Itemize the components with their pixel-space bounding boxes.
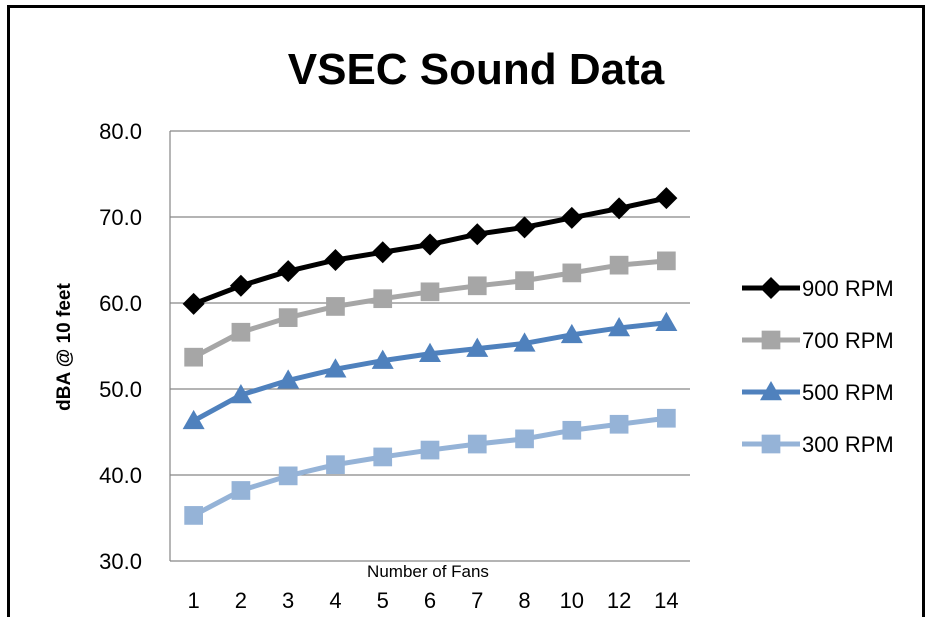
legend-item: 900 RPM <box>742 276 894 301</box>
data-point <box>761 330 781 350</box>
x-tick-label: 12 <box>607 588 631 613</box>
data-point <box>278 308 298 327</box>
data-point <box>229 274 252 297</box>
data-point <box>420 440 440 460</box>
data-point <box>513 216 536 239</box>
legend-label: 300 RPM <box>802 432 894 457</box>
y-tick-label: 40.0 <box>99 463 142 488</box>
data-point <box>229 384 252 404</box>
series-group <box>182 187 678 525</box>
data-point <box>655 187 678 210</box>
data-point <box>182 409 205 430</box>
data-point <box>182 292 205 315</box>
x-tick-label: 4 <box>329 588 341 613</box>
data-point <box>515 429 534 449</box>
series-900-rpm <box>182 187 678 315</box>
data-point <box>231 322 251 342</box>
data-point <box>371 241 394 264</box>
x-tick-label: 2 <box>235 588 247 613</box>
data-point <box>562 263 582 283</box>
data-point <box>760 381 782 401</box>
y-tick-label: 30.0 <box>99 549 142 574</box>
x-tick-label: 14 <box>654 588 678 613</box>
data-point <box>467 276 487 296</box>
data-point <box>371 349 394 369</box>
y-tick-labels: 30.0 40.0 50.0 60.0 70.0 80.0 <box>99 119 142 574</box>
data-point <box>184 347 203 367</box>
y-tick-label: 70.0 <box>99 205 142 230</box>
x-tick-label: 5 <box>377 588 389 613</box>
x-tick-label: 1 <box>188 588 200 613</box>
y-tick-label: 80.0 <box>99 119 142 144</box>
data-point <box>761 434 781 454</box>
data-point <box>324 358 347 378</box>
series-line <box>192 415 667 518</box>
data-point <box>373 447 393 467</box>
data-point <box>467 434 487 454</box>
data-point <box>277 260 300 283</box>
data-point <box>419 342 441 362</box>
data-point <box>560 206 583 229</box>
chart-title: VSEC Sound Data <box>288 45 665 94</box>
data-point <box>657 251 676 271</box>
data-point <box>560 323 583 344</box>
data-point <box>466 337 489 357</box>
series-700-rpm <box>184 251 676 367</box>
x-tick-labels: 1 2 3 4 5 6 7 8 10 12 14 <box>188 588 679 613</box>
x-tick-label: 6 <box>424 588 436 613</box>
data-point <box>608 316 631 337</box>
legend-label: 500 RPM <box>802 380 894 405</box>
legend: 900 RPM 700 RPM 500 RPM 300 RPM <box>742 276 894 457</box>
data-point <box>277 369 300 389</box>
data-point <box>562 420 582 440</box>
data-point <box>184 506 203 525</box>
x-tick-label: 7 <box>471 588 483 613</box>
x-tick-label: 10 <box>560 588 584 613</box>
y-tick-label: 50.0 <box>99 377 142 402</box>
series-line <box>192 258 667 360</box>
y-tick-label: 60.0 <box>99 291 142 316</box>
legend-item: 300 RPM <box>742 432 894 457</box>
data-point <box>326 455 345 475</box>
data-point <box>466 223 489 246</box>
x-tick-label: 3 <box>282 588 294 613</box>
data-point <box>231 481 251 500</box>
y-axis-label: dBA @ 10 feet <box>54 283 75 411</box>
data-point <box>609 414 629 434</box>
data-point <box>760 277 782 299</box>
legend-label: 900 RPM <box>802 276 894 301</box>
data-point <box>513 332 536 352</box>
legend-label: 700 RPM <box>802 328 894 353</box>
series-500-rpm <box>182 311 678 430</box>
legend-item: 700 RPM <box>742 328 894 353</box>
data-point <box>278 466 298 486</box>
data-point <box>420 282 440 302</box>
data-point <box>608 197 631 220</box>
data-point <box>324 249 347 271</box>
data-point <box>419 233 441 256</box>
chart-frame <box>7 5 925 617</box>
data-point <box>609 255 629 275</box>
data-point <box>326 297 345 316</box>
legend-item: 500 RPM <box>742 380 894 405</box>
x-tick-label: 8 <box>518 588 530 613</box>
series-line <box>192 320 667 424</box>
series-300-rpm <box>184 408 676 525</box>
data-point <box>373 289 393 309</box>
data-point <box>657 408 676 428</box>
data-point <box>515 271 534 290</box>
x-axis-label: Number of Fans <box>367 562 489 581</box>
data-point <box>655 311 678 332</box>
